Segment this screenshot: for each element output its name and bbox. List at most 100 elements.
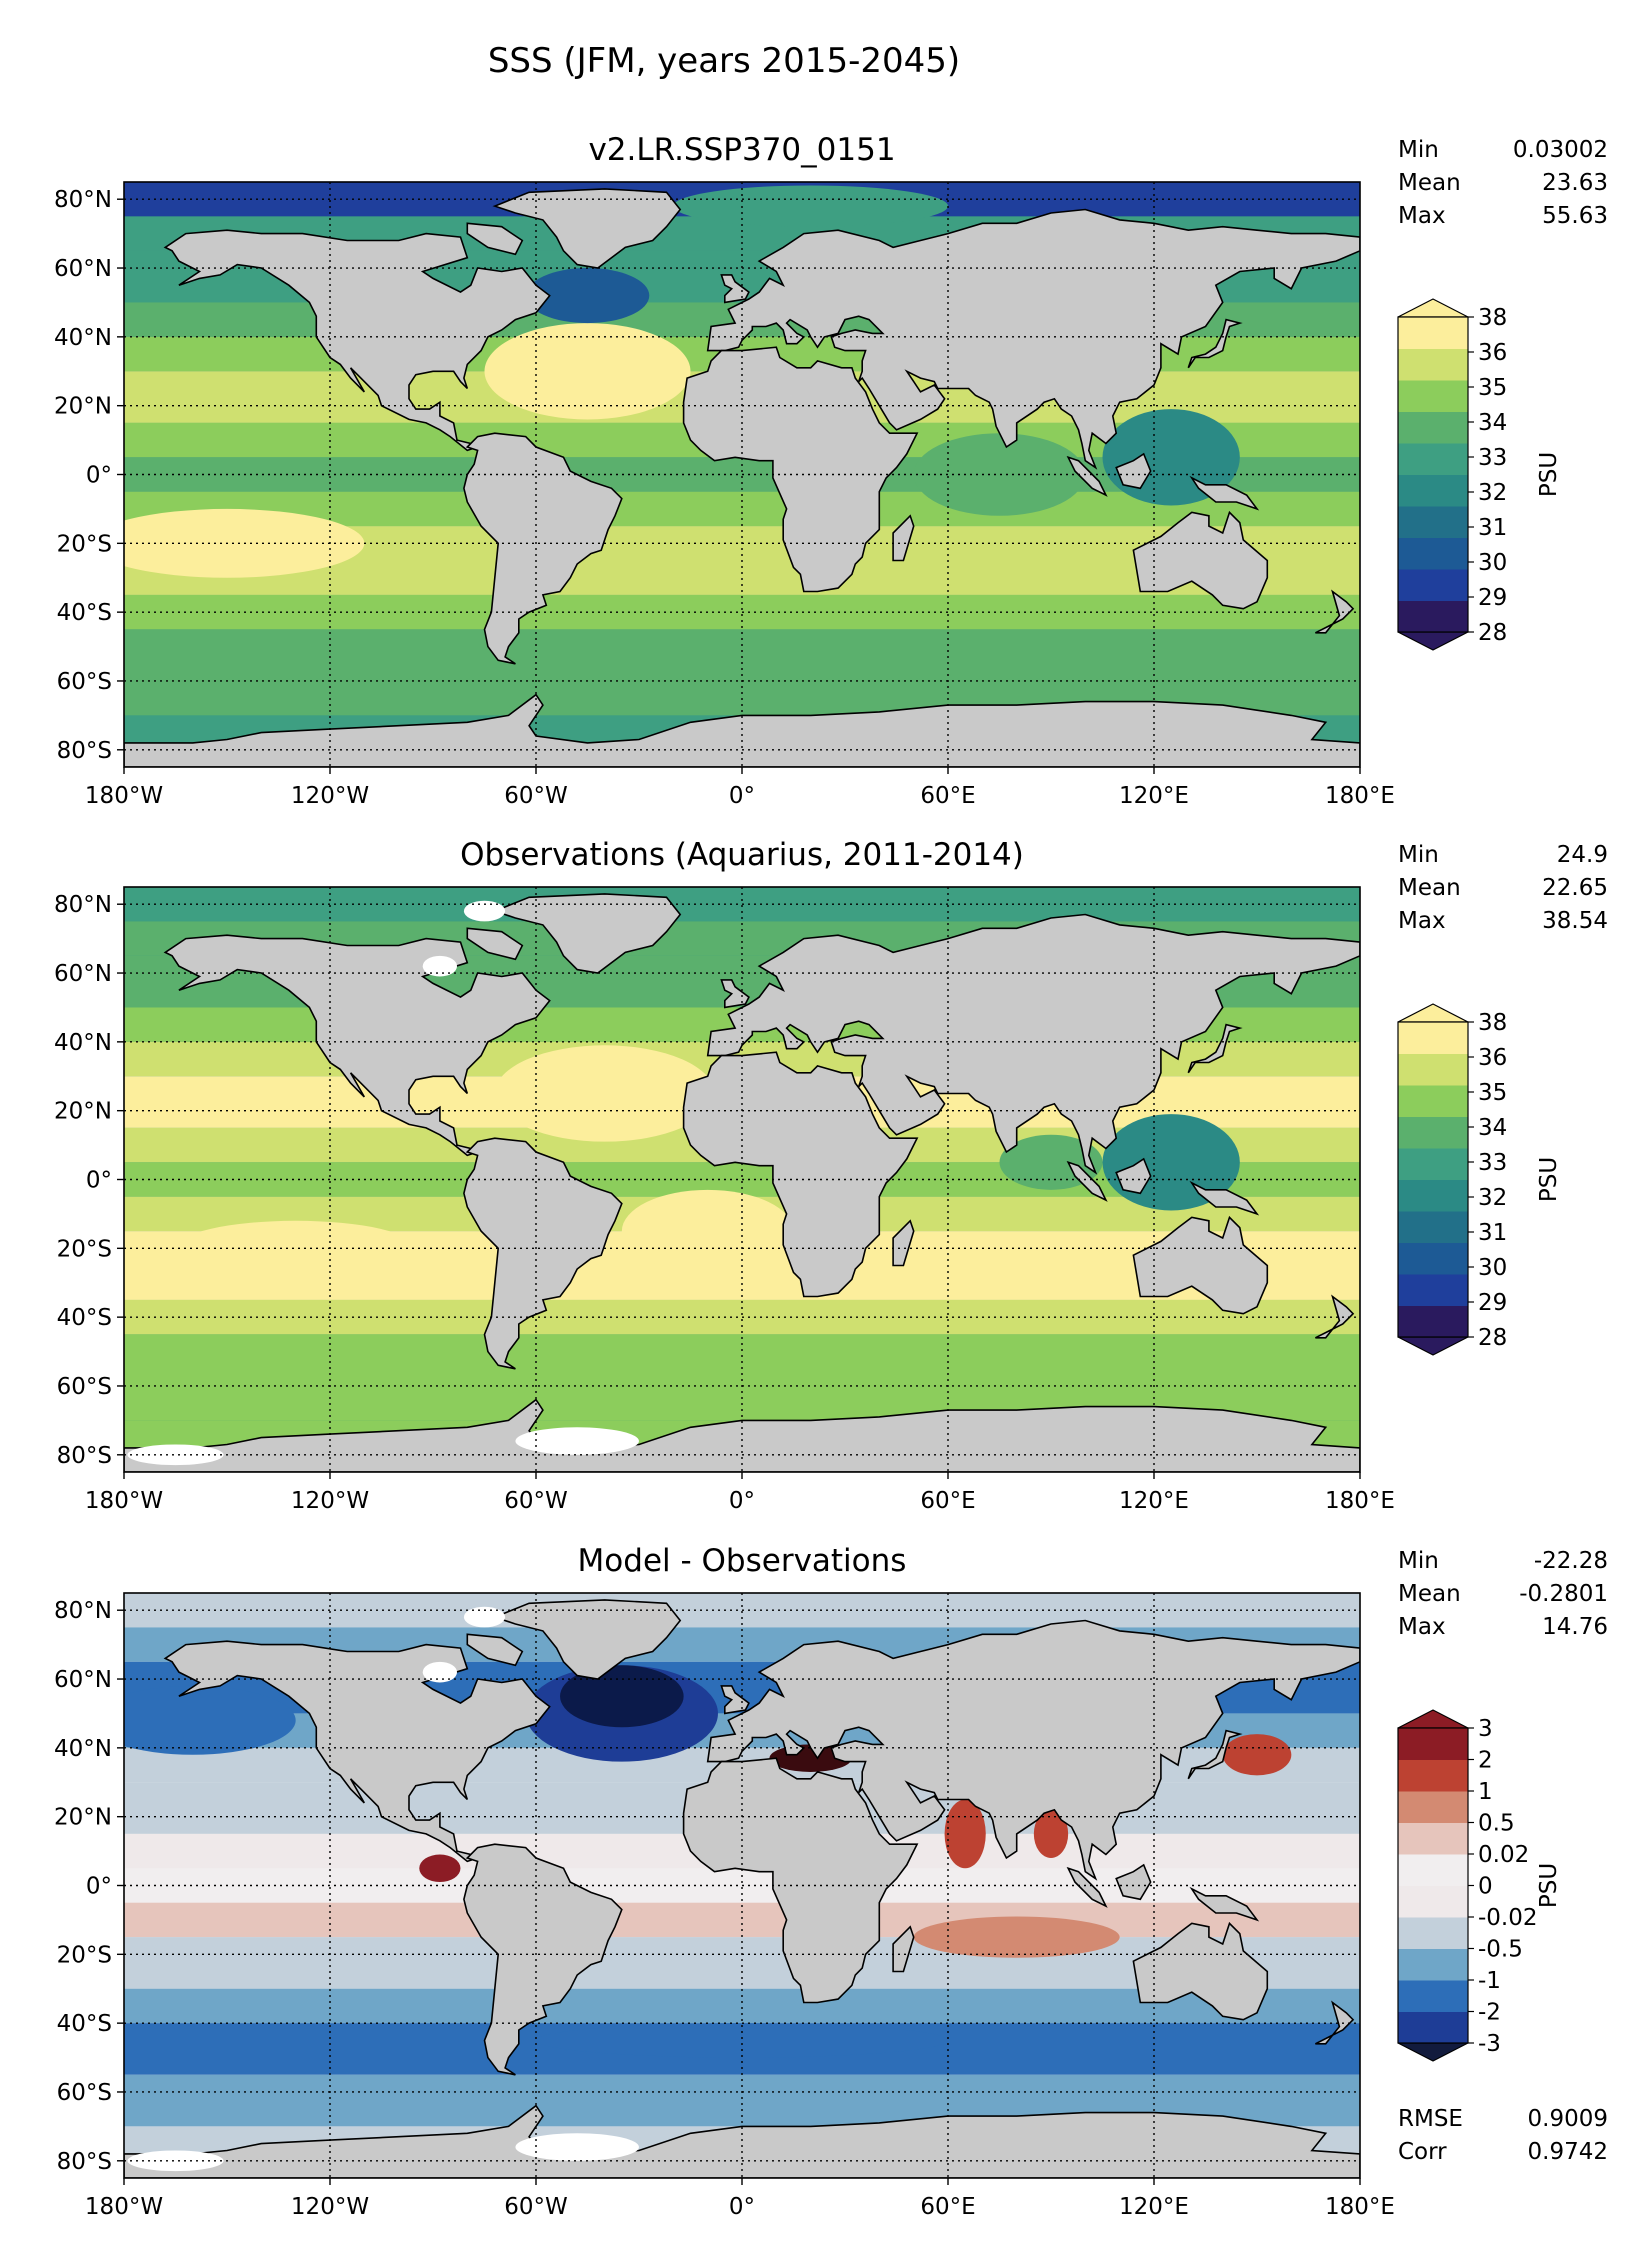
- lat-tick-label: 20°S: [57, 1236, 112, 1262]
- bay-of-bengal-bias: [1033, 1809, 1069, 1858]
- colorbar-tick-label: 35: [1478, 375, 1507, 401]
- south-pacific-high: [175, 1220, 416, 1276]
- land-borneo: [1115, 1157, 1152, 1195]
- colorbar-segment: [1398, 1791, 1468, 1823]
- indian-ocean-fresh: [913, 433, 1086, 516]
- land-uk: [720, 979, 750, 1009]
- land-madagascar: [892, 1925, 915, 1973]
- land-antarctica: [124, 693, 1360, 767]
- footer-stat-label: Corr: [1398, 2139, 1447, 2165]
- lon-tick-label: 180°W: [85, 1488, 163, 1514]
- colorbar-tick-label: 30: [1478, 1255, 1507, 1281]
- colorbar-segment: [1398, 1980, 1468, 2012]
- colorbar-tick-label: -3: [1478, 2031, 1501, 2057]
- indian-ocean-bias: [913, 1916, 1120, 1958]
- lon-tick-label: 180°E: [1325, 2194, 1395, 2220]
- colorbar-tick-label: 28: [1478, 1325, 1507, 1351]
- stat-label: Mean: [1398, 1581, 1461, 1607]
- colorbar-tick-label: 31: [1478, 515, 1507, 541]
- land-baffin-island: [466, 222, 524, 256]
- lat-tick-label: 40°N: [54, 1030, 112, 1056]
- colorbar-tick-label: 34: [1478, 410, 1507, 436]
- lat-tick-label: 80°S: [57, 1443, 112, 1469]
- land-sumatra: [1066, 1866, 1108, 1908]
- lon-tick-label: 120°W: [291, 1488, 369, 1514]
- stat-label: Min: [1398, 137, 1439, 163]
- lat-tick-label: 80°S: [57, 2149, 112, 2175]
- colorbar-extend-max: [1397, 1003, 1469, 1023]
- ocean-band-8: [124, 1902, 1360, 1938]
- land-eurasia: [706, 1619, 1360, 1881]
- land-sumatra: [1066, 455, 1108, 497]
- panel-diff: Model - Observations80°N60°N40°N20°N0°20…: [54, 1543, 1608, 2220]
- missing-weddell: [515, 1427, 639, 1455]
- figure-title: SSS (JFM, years 2015-2045): [488, 41, 960, 81]
- stat-value: 38.54: [1542, 908, 1608, 934]
- colorbar-extend-min: [1397, 2042, 1469, 2062]
- lat-tick-label: 20°S: [57, 531, 112, 557]
- land-australia: [1132, 1215, 1269, 1315]
- colorbar-tick-label: 0.5: [1478, 1811, 1515, 1837]
- land-eurasia: [706, 913, 1360, 1175]
- colorbar-tick-label: 29: [1478, 585, 1507, 611]
- lon-tick-label: 60°E: [920, 1488, 975, 1514]
- colorbar-segment: [1398, 1759, 1468, 1792]
- colorbar-tick-label: 32: [1478, 1185, 1507, 1211]
- land-new-guinea: [1189, 475, 1260, 511]
- colorbar-extend-max: [1397, 1709, 1469, 1729]
- colorbar-segment: [1398, 317, 1468, 349]
- panel-obs: Observations (Aquarius, 2011-2014) 80°N 60…: [54, 837, 1608, 1514]
- lat-tick-label: 20°N: [54, 394, 112, 420]
- subtropical-atlantic-high: [494, 1045, 715, 1142]
- lat-tick-label: 60°S: [57, 1374, 112, 1400]
- colorbar-label: PSU: [1536, 1863, 1562, 1908]
- colorbar-label: PSU: [1536, 1157, 1562, 1202]
- lon-tick-label: 120°W: [291, 2194, 369, 2220]
- land-africa: [682, 346, 919, 593]
- missing-arctic-channels: [463, 1606, 506, 1628]
- colorbar-segment: [1398, 600, 1468, 633]
- colorbar-extend-min: [1397, 1336, 1469, 1356]
- colorbar-segment: [1398, 1148, 1468, 1180]
- colorbar-tick-label: 1: [1478, 1779, 1493, 1805]
- lat-tick-label: 80°N: [54, 1598, 112, 1624]
- lat-tick-label: 60°S: [57, 669, 112, 695]
- land-south-america: [463, 1137, 623, 1370]
- colorbar-segment: [1398, 1116, 1468, 1149]
- land-japan: [1187, 1729, 1243, 1780]
- colorbar-segment: [1398, 1948, 1468, 1981]
- lat-tick-label: 80°N: [54, 187, 112, 213]
- land-japan: [1187, 318, 1243, 369]
- footer-stat-value: 0.9009: [1528, 2106, 1608, 2132]
- land-uk: [720, 274, 750, 304]
- lat-tick-label: 60°S: [57, 2080, 112, 2106]
- lat-tick-label: 40°S: [57, 600, 112, 626]
- lat-tick-label: 60°N: [54, 961, 112, 987]
- colorbar: 28 29 30 31 32 33 34 35 36 38 PSU: [1397, 1003, 1562, 1356]
- land-uk: [720, 1685, 750, 1715]
- stat-label: Min: [1398, 1548, 1439, 1574]
- colorbar-tick-label: 35: [1478, 1080, 1507, 1106]
- colorbar-tick-label: 2: [1478, 1748, 1493, 1774]
- lat-tick-label: 60°N: [54, 1667, 112, 1693]
- colorbar-tick-label: -0.5: [1478, 1937, 1523, 1963]
- colorbar-tick-label: 32: [1478, 480, 1507, 506]
- missing-hudson-bay: [422, 1661, 458, 1683]
- colorbar-tick-label: 0: [1478, 1874, 1493, 1900]
- colorbar-segment: [1398, 1305, 1468, 1338]
- stat-value: 55.63: [1542, 203, 1608, 229]
- land-baffin-island: [466, 927, 524, 961]
- lat-tick-label: 40°S: [57, 2011, 112, 2037]
- lon-tick-label: 60°W: [504, 783, 568, 809]
- missing-weddell: [515, 2133, 639, 2161]
- lat-tick-label: 40°S: [57, 1305, 112, 1331]
- subtropical-atlantic-high: [484, 323, 691, 420]
- land-greenland: [492, 893, 682, 974]
- colorbar-segment: [1398, 1211, 1468, 1243]
- colorbar-segment: [1398, 1917, 1468, 1949]
- colorbar: 28 29 30 31 32 33 34 35 36 38 PSU: [1397, 298, 1562, 651]
- colorbar-tick-label: 31: [1478, 1220, 1507, 1246]
- stat-label: Mean: [1398, 170, 1461, 196]
- land-africa: [682, 1051, 919, 1298]
